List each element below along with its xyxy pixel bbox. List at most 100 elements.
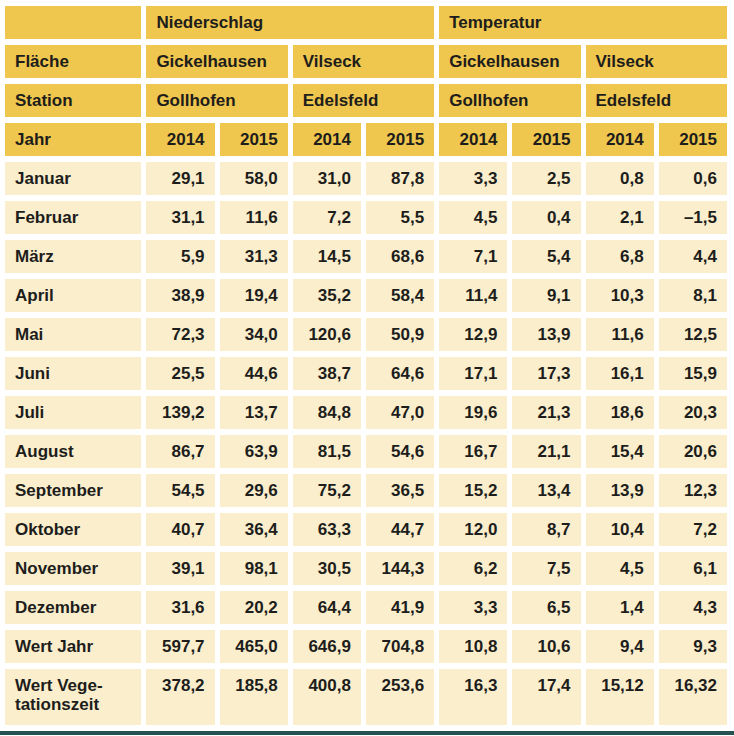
- value-cell: 47,0: [366, 396, 434, 429]
- year-cell: 2015: [512, 123, 580, 156]
- station-value: Gollhofen: [439, 84, 580, 117]
- jahr-label: Jahr: [5, 123, 141, 156]
- value-cell: 2,5: [512, 162, 580, 195]
- value-cell: 54,5: [146, 474, 214, 507]
- value-cell: 465,0: [220, 630, 288, 663]
- value-cell: –1,5: [659, 201, 727, 234]
- row-label: September: [5, 474, 141, 507]
- value-cell: 12,3: [659, 474, 727, 507]
- value-cell: 11,4: [439, 279, 507, 312]
- table-row: September54,529,675,236,515,213,413,912,…: [5, 474, 727, 507]
- station-value: Edelsfeld: [586, 84, 727, 117]
- value-cell: 31,1: [146, 201, 214, 234]
- value-cell: 84,8: [293, 396, 361, 429]
- table-row: Juli139,213,784,847,019,621,318,620,3: [5, 396, 727, 429]
- value-cell: 64,6: [366, 357, 434, 390]
- station-value: Gollhofen: [146, 84, 287, 117]
- value-cell: 16,7: [439, 435, 507, 468]
- year-cell: 2014: [146, 123, 214, 156]
- value-cell: 20,3: [659, 396, 727, 429]
- value-cell: 13,7: [220, 396, 288, 429]
- value-cell: 31,0: [293, 162, 361, 195]
- value-cell: 31,3: [220, 240, 288, 273]
- row-label: Wert Vege- tationszeit: [5, 669, 141, 725]
- group-header-temperatur: Temperatur: [439, 6, 727, 39]
- value-cell: 15,12: [586, 669, 654, 725]
- corner-cell: [5, 6, 141, 39]
- value-cell: 6,8: [586, 240, 654, 273]
- value-cell: 597,7: [146, 630, 214, 663]
- value-cell: 50,9: [366, 318, 434, 351]
- value-cell: 19,4: [220, 279, 288, 312]
- value-cell: 21,1: [512, 435, 580, 468]
- table-row: März5,931,314,568,67,15,46,84,4: [5, 240, 727, 273]
- value-cell: 36,5: [366, 474, 434, 507]
- value-cell: 44,6: [220, 357, 288, 390]
- value-cell: 6,2: [439, 552, 507, 585]
- value-cell: 12,5: [659, 318, 727, 351]
- value-cell: 6,1: [659, 552, 727, 585]
- value-cell: 39,1: [146, 552, 214, 585]
- value-cell: 646,9: [293, 630, 361, 663]
- table-row: Mai72,334,0120,650,912,913,911,612,5: [5, 318, 727, 351]
- value-cell: 0,6: [659, 162, 727, 195]
- value-cell: 86,7: [146, 435, 214, 468]
- table-row: April38,919,435,258,411,49,110,38,1: [5, 279, 727, 312]
- row-label: Januar: [5, 162, 141, 195]
- value-cell: 4,4: [659, 240, 727, 273]
- value-cell: 19,6: [439, 396, 507, 429]
- value-cell: 5,9: [146, 240, 214, 273]
- row-label: November: [5, 552, 141, 585]
- table-row: Januar29,158,031,087,83,32,50,80,6: [5, 162, 727, 195]
- value-cell: 8,1: [659, 279, 727, 312]
- row-label: Juli: [5, 396, 141, 429]
- value-cell: 15,2: [439, 474, 507, 507]
- value-cell: 7,2: [293, 201, 361, 234]
- value-cell: 38,9: [146, 279, 214, 312]
- value-cell: 21,3: [512, 396, 580, 429]
- table-row: November39,198,130,5144,36,27,54,56,1: [5, 552, 727, 585]
- group-header-row: Niederschlag Temperatur: [5, 6, 727, 39]
- value-cell: 13,4: [512, 474, 580, 507]
- value-cell: 54,6: [366, 435, 434, 468]
- value-cell: 36,4: [220, 513, 288, 546]
- value-cell: 41,9: [366, 591, 434, 624]
- document-page: Niederschlag Temperatur Fläche Gickelhau…: [0, 0, 734, 735]
- flaeche-value: Vilseck: [293, 45, 434, 78]
- value-cell: 31,6: [146, 591, 214, 624]
- value-cell: 120,6: [293, 318, 361, 351]
- value-cell: 5,5: [366, 201, 434, 234]
- value-cell: 10,8: [439, 630, 507, 663]
- year-cell: 2014: [586, 123, 654, 156]
- value-cell: 12,0: [439, 513, 507, 546]
- value-cell: 68,6: [366, 240, 434, 273]
- value-cell: 9,3: [659, 630, 727, 663]
- value-cell: 4,5: [586, 552, 654, 585]
- table-row: Dezember31,620,264,441,93,36,51,44,3: [5, 591, 727, 624]
- value-cell: 185,8: [220, 669, 288, 725]
- value-cell: 17,3: [512, 357, 580, 390]
- flaeche-header-row: Fläche Gickelhausen Vilseck Gickelhausen…: [5, 45, 727, 78]
- value-cell: 16,1: [586, 357, 654, 390]
- value-cell: 10,4: [586, 513, 654, 546]
- value-cell: 13,9: [512, 318, 580, 351]
- table-row: Oktober40,736,463,344,712,08,710,47,2: [5, 513, 727, 546]
- value-cell: 6,5: [512, 591, 580, 624]
- value-cell: 16,32: [659, 669, 727, 725]
- station-value: Edelsfeld: [293, 84, 434, 117]
- value-cell: 40,7: [146, 513, 214, 546]
- value-cell: 144,3: [366, 552, 434, 585]
- value-cell: 4,5: [439, 201, 507, 234]
- value-cell: 15,9: [659, 357, 727, 390]
- value-cell: 9,1: [512, 279, 580, 312]
- bottom-border-bar: [0, 731, 734, 735]
- value-cell: 11,6: [220, 201, 288, 234]
- year-cell: 2015: [659, 123, 727, 156]
- value-cell: 2,1: [586, 201, 654, 234]
- value-cell: 1,4: [586, 591, 654, 624]
- value-cell: 16,3: [439, 669, 507, 725]
- row-label: Juni: [5, 357, 141, 390]
- value-cell: 10,6: [512, 630, 580, 663]
- value-cell: 3,3: [439, 591, 507, 624]
- value-cell: 35,2: [293, 279, 361, 312]
